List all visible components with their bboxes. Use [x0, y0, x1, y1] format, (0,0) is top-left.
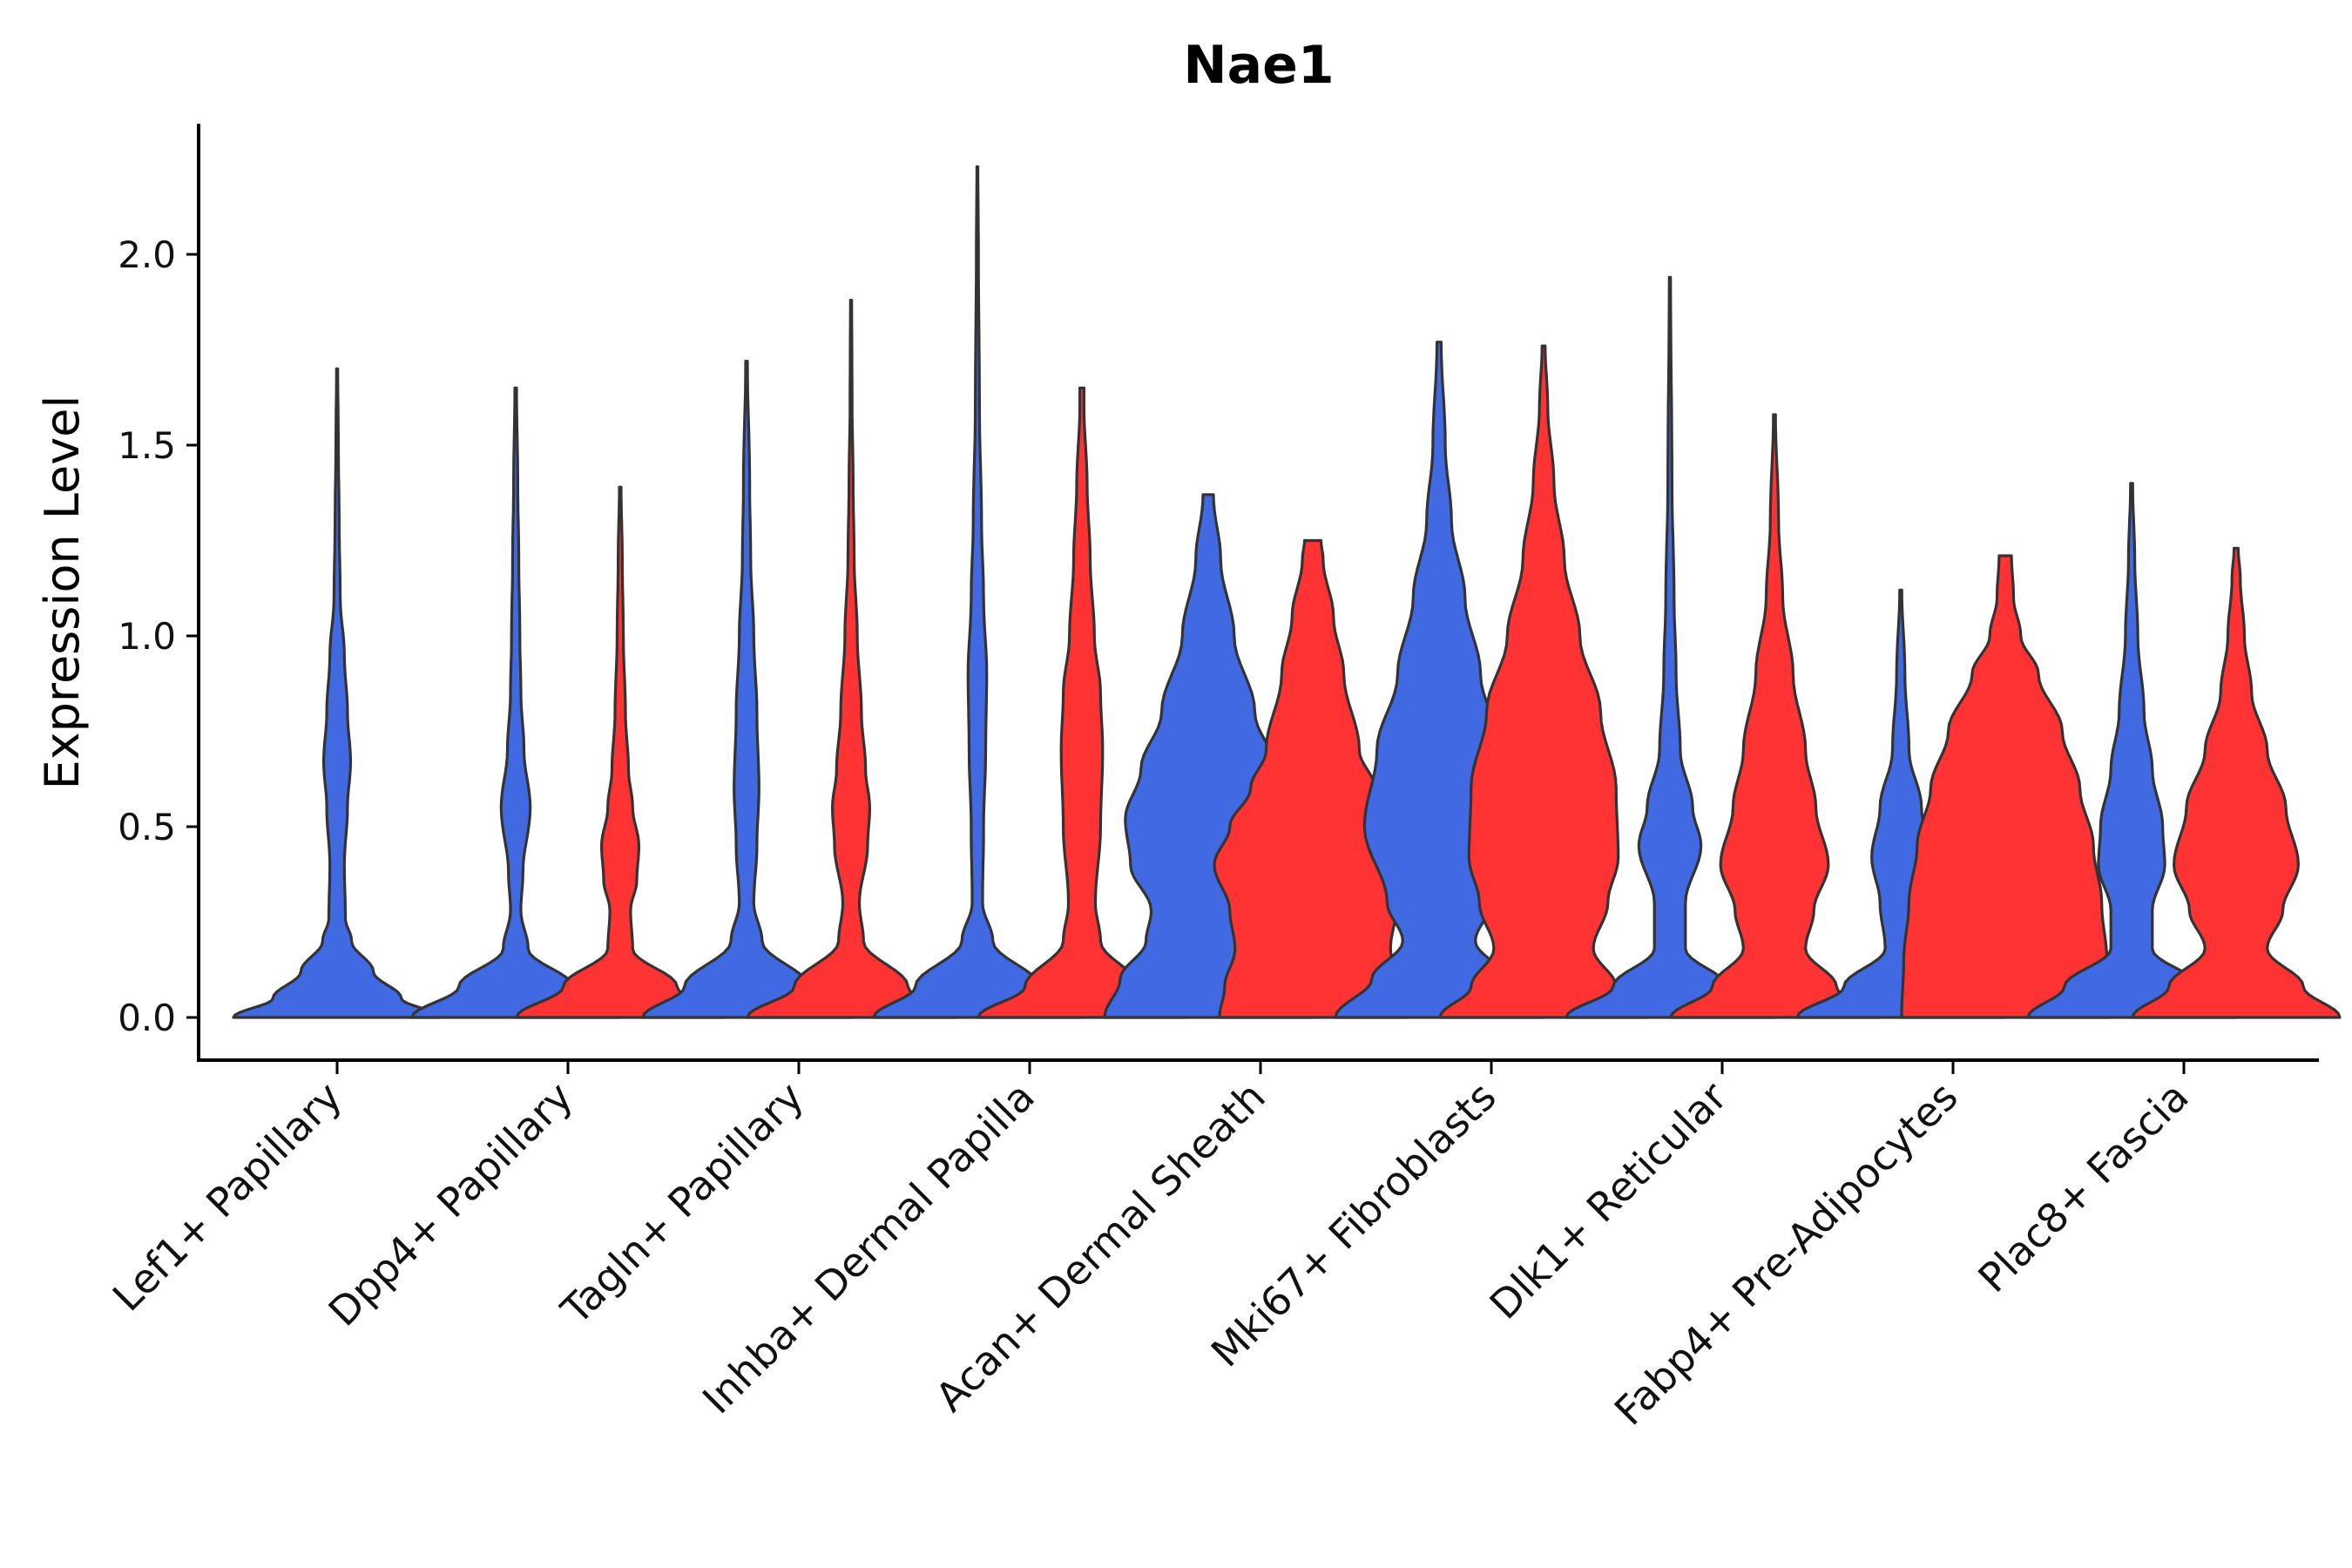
- x-tick-label: Dpp4+ Papillary: [320, 1073, 582, 1335]
- violin-fabp4-pre-adipocytes-red: [1900, 554, 2111, 1019]
- y-ticks-group: 0.0 0.5 1.0 1.5 2.0: [118, 233, 199, 1039]
- violin-lef1-papillary-blue: [232, 367, 443, 1019]
- chart-title: Nae1: [1183, 35, 1334, 96]
- violin-inhba-dermal-papilla-blue: [872, 165, 1083, 1019]
- y-tick-label: 1.5: [118, 424, 176, 467]
- violins-group: [232, 165, 2342, 1019]
- violin-plac8-fascia-red: [2131, 546, 2342, 1019]
- violin-plac8-fascia-blue: [2026, 482, 2237, 1019]
- y-axis-label: Expression Level: [35, 395, 90, 790]
- violin-dpp4-papillary-blue: [410, 386, 621, 1019]
- x-tick-label: Lef1+ Papillary: [104, 1073, 351, 1321]
- violin-tagln-papillary-red: [746, 299, 956, 1019]
- violin-dpp4-papillary-red: [515, 485, 726, 1019]
- y-tick-label: 2.0: [118, 233, 176, 276]
- violin-tagln-papillary-blue: [641, 360, 852, 1019]
- violin-mki67-fibroblasts-red: [1438, 344, 1649, 1019]
- x-tick-label: Tagln+ Papillary: [551, 1073, 813, 1335]
- violin-inhba-dermal-papilla-red: [977, 386, 1187, 1019]
- violin-dlk1-reticular-blue: [1565, 275, 1775, 1019]
- violin-dlk1-reticular-red: [1669, 413, 1880, 1019]
- y-tick-label: 0.0: [118, 997, 176, 1039]
- y-tick-label: 0.5: [118, 806, 176, 848]
- axes-group: [197, 124, 2319, 1062]
- x-tick-label: Plac8+ Fascia: [1969, 1073, 2197, 1301]
- x-tick-label: Dlk1+ Reticular: [1481, 1073, 1736, 1328]
- y-tick-label: 1.0: [118, 615, 176, 658]
